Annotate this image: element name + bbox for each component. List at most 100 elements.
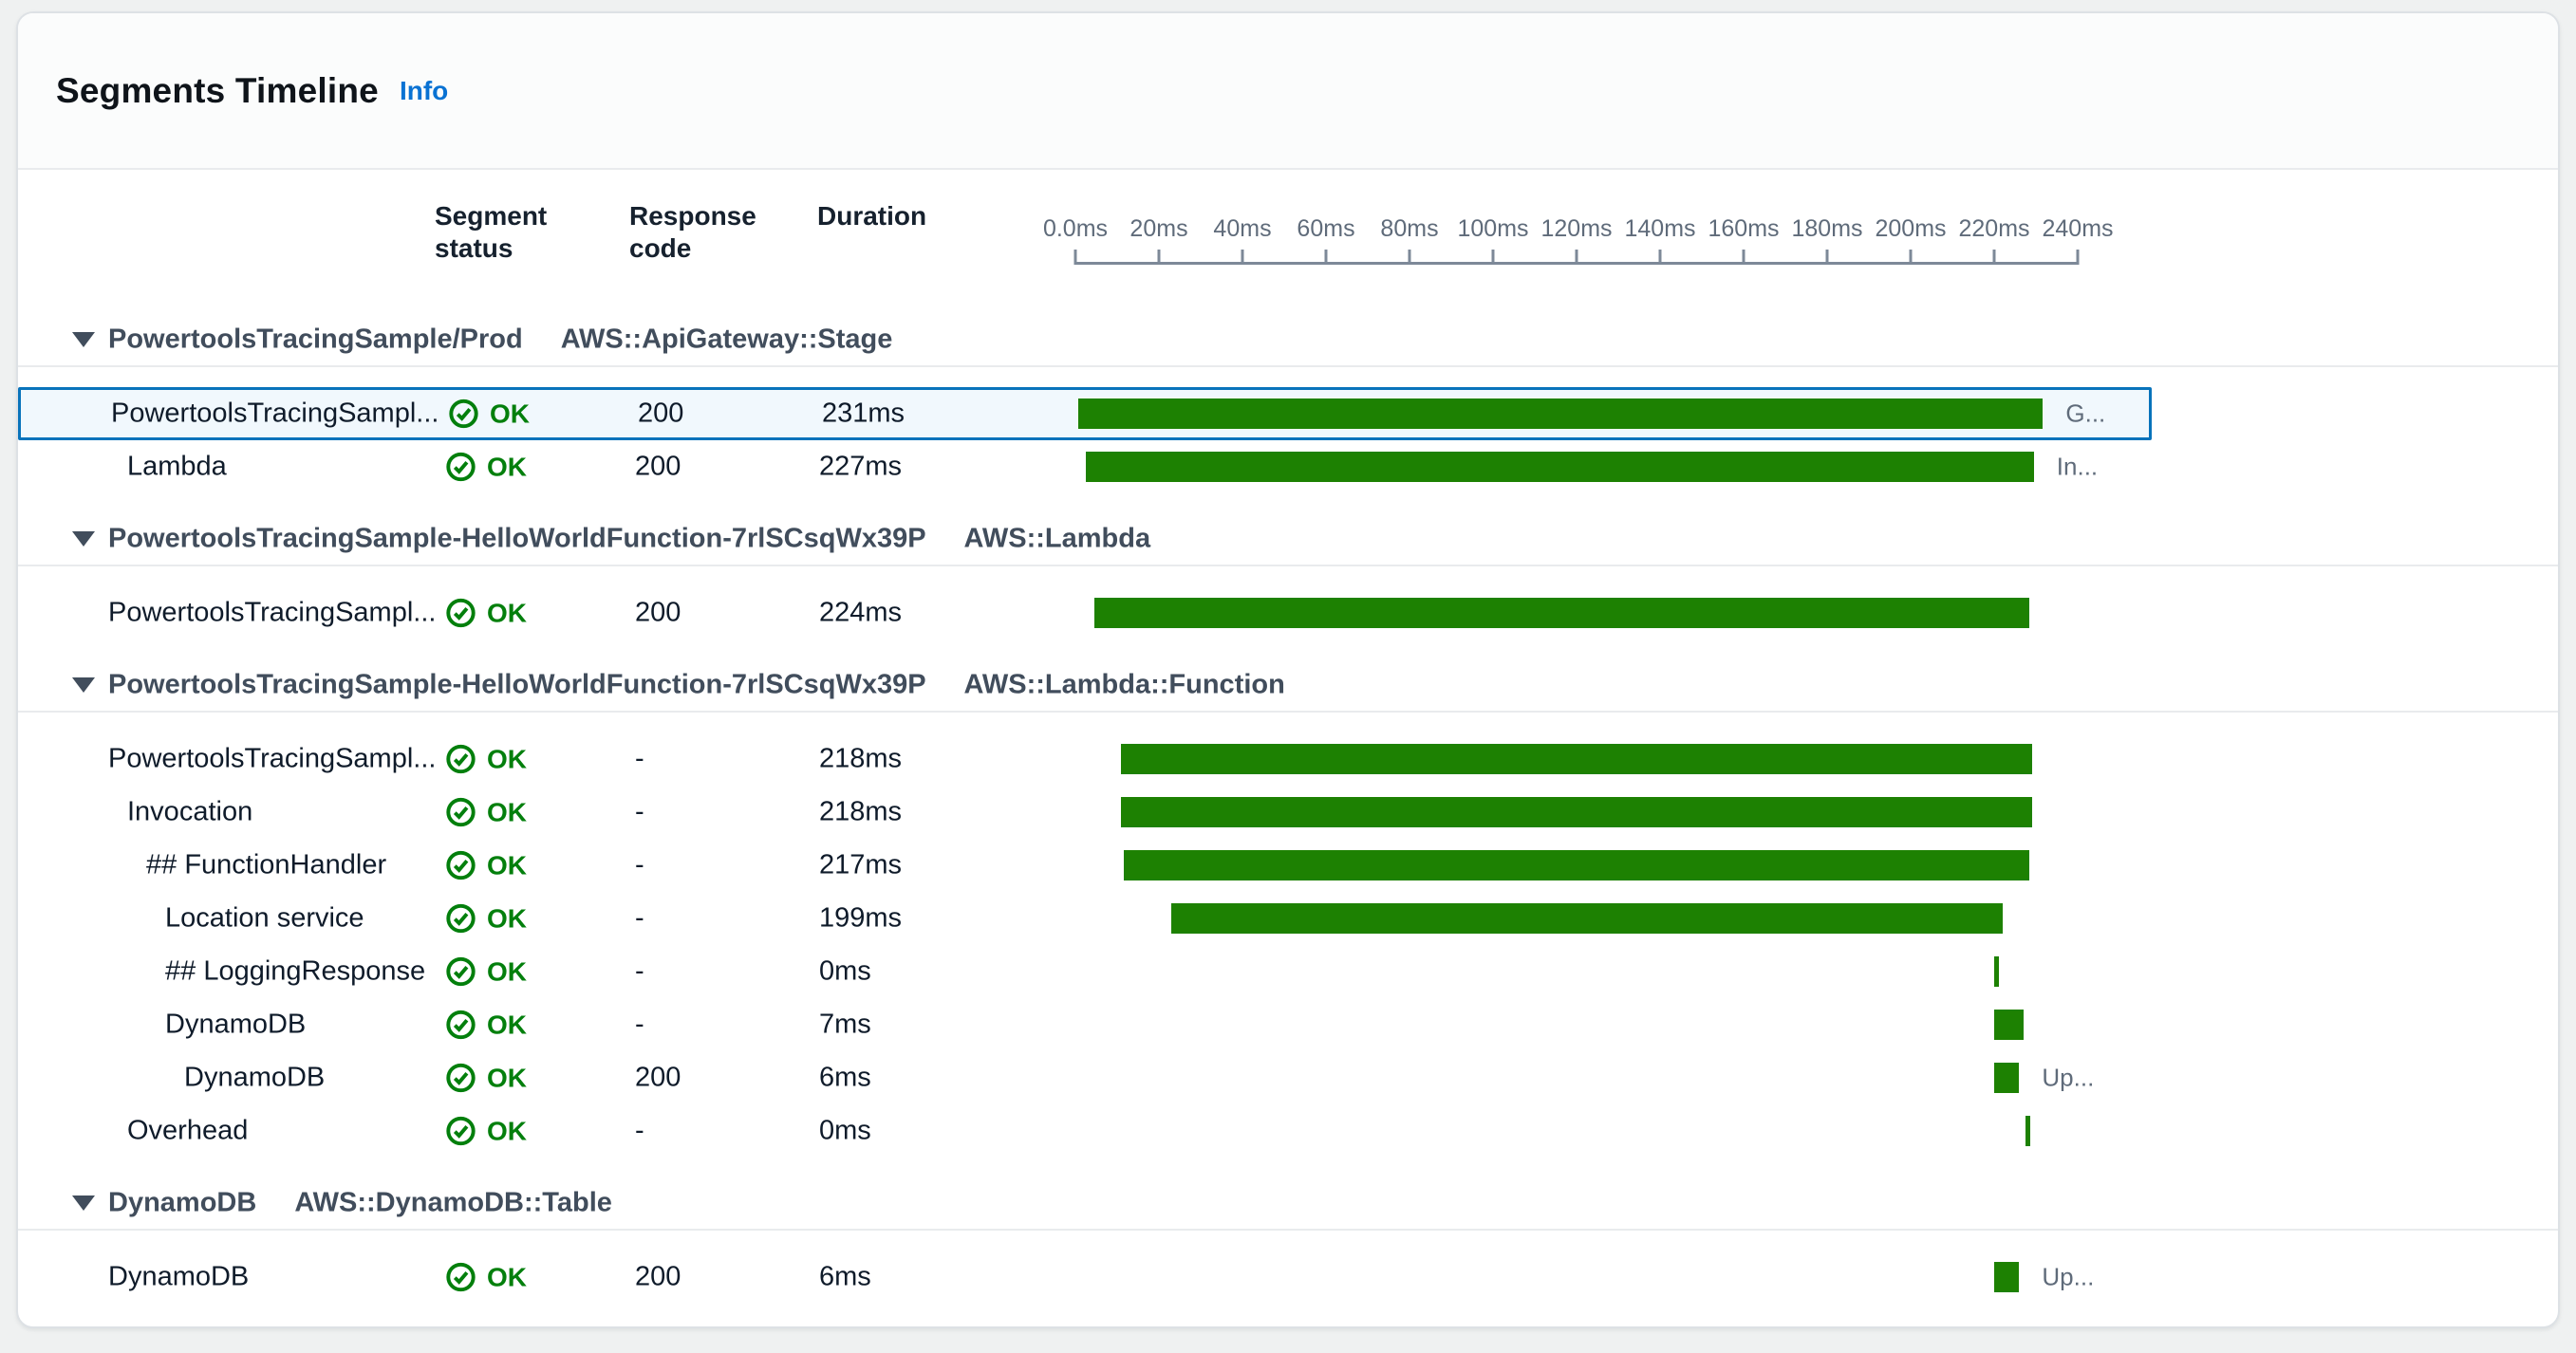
segment-row[interactable]: Overhead OK - 0ms — [18, 1104, 2152, 1158]
timeline-bar — [1093, 598, 2030, 628]
segment-row[interactable]: ## FunctionHandler OK - 217ms — [18, 839, 2152, 892]
status-ok-icon — [449, 398, 478, 429]
axis-tick-mark — [1992, 250, 1996, 265]
segment-row[interactable]: Location service OK - 199ms — [18, 892, 2152, 945]
axis-tick-label: 160ms — [1708, 215, 1780, 242]
group-header[interactable]: PowertoolsTracingSample/Prod AWS::ApiGate… — [18, 314, 2558, 367]
group-header[interactable]: PowertoolsTracingSample-HelloWorldFuncti… — [18, 513, 2558, 566]
group-rows: PowertoolsTracingSampl... OK 200 224ms — [18, 586, 2558, 639]
timeline-bar — [1078, 398, 2044, 429]
segment-row[interactable]: Lambda OK 200 227ms In... — [18, 440, 2152, 493]
axis-tick-label: 40ms — [1213, 215, 1272, 242]
status-badge: OK — [445, 1262, 527, 1293]
panel-header: Segments Timeline Info — [18, 13, 2558, 170]
axis-tick-mark — [1658, 250, 1662, 265]
duration-value: 0ms — [819, 1115, 871, 1146]
segment-row[interactable]: DynamoDB OK 200 6ms Up... — [18, 1251, 2152, 1304]
page-title: Segments Timeline — [56, 70, 379, 110]
axis-tick-label: 180ms — [1791, 215, 1863, 242]
response-code: - — [635, 796, 644, 827]
segment-group: DynamoDB AWS::DynamoDB::Table DynamoDB OK 20… — [18, 1177, 2558, 1304]
status-badge: OK — [445, 956, 527, 988]
group-title: PowertoolsTracingSample-HelloWorldFuncti… — [108, 524, 1150, 555]
segments-timeline-panel: Segments Timeline Info Segment status Re… — [16, 11, 2560, 1328]
collapse-triangle-icon[interactable] — [72, 332, 95, 347]
duration-value: 224ms — [819, 597, 903, 628]
response-code: - — [635, 849, 644, 880]
status-label: OK — [487, 1116, 527, 1145]
axis-tick-label: 120ms — [1540, 215, 1613, 242]
duration-value: 199ms — [819, 902, 903, 934]
axis-tick-mark — [1825, 250, 1829, 265]
axis-tick-label: 0.0ms — [1042, 215, 1109, 242]
status-ok-icon — [446, 598, 476, 628]
groups: PowertoolsTracingSample/Prod AWS::ApiGate… — [18, 314, 2558, 1304]
segment-row[interactable]: Invocation OK - 218ms — [18, 786, 2152, 839]
segment-row[interactable]: ## LoggingResponse OK - 0ms — [18, 945, 2152, 998]
axis-tick-mark — [2076, 250, 2080, 265]
segment-name: DynamoDB — [184, 1062, 326, 1093]
axis-tick-mark — [1909, 250, 1913, 265]
segment-name: PowertoolsTracingSampl... — [108, 743, 437, 774]
duration-value: 6ms — [819, 1261, 871, 1292]
timeline-bar — [2025, 1116, 2030, 1146]
segment-row[interactable]: DynamoDB OK - 7ms — [18, 998, 2152, 1051]
group-name: DynamoDB — [108, 1187, 257, 1218]
bar-end-label: In... — [2056, 452, 2099, 481]
axis-tick-label: 80ms — [1380, 215, 1439, 242]
duration-value: 218ms — [819, 796, 903, 827]
status-label: OK — [487, 1063, 527, 1092]
segment-name: PowertoolsTracingSampl... — [108, 597, 437, 628]
status-ok-icon — [446, 452, 476, 482]
segment-row[interactable]: PowertoolsTracingSampl... OK - 218ms — [18, 732, 2152, 786]
axis-tick-mark — [1241, 250, 1244, 265]
collapse-triangle-icon[interactable] — [72, 1195, 95, 1211]
status-badge: OK — [445, 1010, 527, 1041]
group-type: AWS::Lambda — [963, 523, 1151, 554]
status-label: OK — [487, 956, 527, 986]
timeline-bar — [1994, 1010, 2024, 1040]
timeline-bar — [1994, 956, 1999, 987]
status-badge: OK — [445, 598, 527, 629]
status-label: OK — [487, 452, 527, 481]
info-link[interactable]: Info — [399, 75, 449, 105]
segment-row[interactable]: DynamoDB OK 200 6ms Up... — [18, 1051, 2152, 1104]
axis-tick-mark — [1073, 250, 1077, 265]
bar-end-label: Up... — [2042, 1262, 2095, 1291]
axis-tick-label: 100ms — [1457, 215, 1529, 242]
panel-body: Segment status Response code Duration 0.… — [18, 193, 2558, 1304]
collapse-triangle-icon[interactable] — [72, 531, 95, 547]
collapse-triangle-icon[interactable] — [72, 677, 95, 693]
status-ok-icon — [446, 1262, 476, 1292]
status-ok-icon — [446, 850, 476, 880]
status-ok-icon — [446, 797, 476, 827]
axis-tick-mark — [1408, 250, 1411, 265]
status-badge: OK — [445, 1063, 527, 1094]
duration-value: 217ms — [819, 849, 903, 880]
group-header[interactable]: PowertoolsTracingSample-HelloWorldFuncti… — [18, 659, 2558, 713]
status-badge: OK — [445, 1116, 527, 1147]
segment-row-selected[interactable]: PowertoolsTracingSampl... OK 200 231ms G... — [18, 387, 2152, 440]
group-type: AWS::DynamoDB::Table — [294, 1187, 612, 1218]
axis-tick-label: 240ms — [2042, 215, 2114, 242]
response-code: 200 — [635, 451, 681, 482]
status-label: OK — [490, 398, 530, 428]
group-header[interactable]: DynamoDB AWS::DynamoDB::Table — [18, 1177, 2558, 1231]
axis-tick-mark — [1575, 250, 1578, 265]
group-name: PowertoolsTracingSample-HelloWorldFuncti… — [108, 523, 926, 554]
timeline-bar — [1994, 1262, 2020, 1292]
segment-row[interactable]: PowertoolsTracingSampl... OK 200 224ms — [18, 586, 2152, 639]
segment-name: DynamoDB — [165, 1009, 307, 1040]
response-code: - — [635, 902, 644, 934]
status-ok-icon — [446, 956, 476, 987]
duration-value: 0ms — [819, 955, 871, 987]
response-code: - — [635, 955, 644, 987]
group-rows: DynamoDB OK 200 6ms Up... — [18, 1251, 2558, 1304]
timeline-bar — [1121, 744, 2032, 774]
timeline-bar — [1086, 452, 2034, 482]
table-header: Segment status Response code Duration 0.… — [18, 193, 2558, 287]
group-rows: PowertoolsTracingSampl... OK 200 231ms G... L… — [18, 387, 2558, 493]
column-header-duration: Duration — [817, 201, 927, 231]
duration-value: 218ms — [819, 743, 903, 774]
